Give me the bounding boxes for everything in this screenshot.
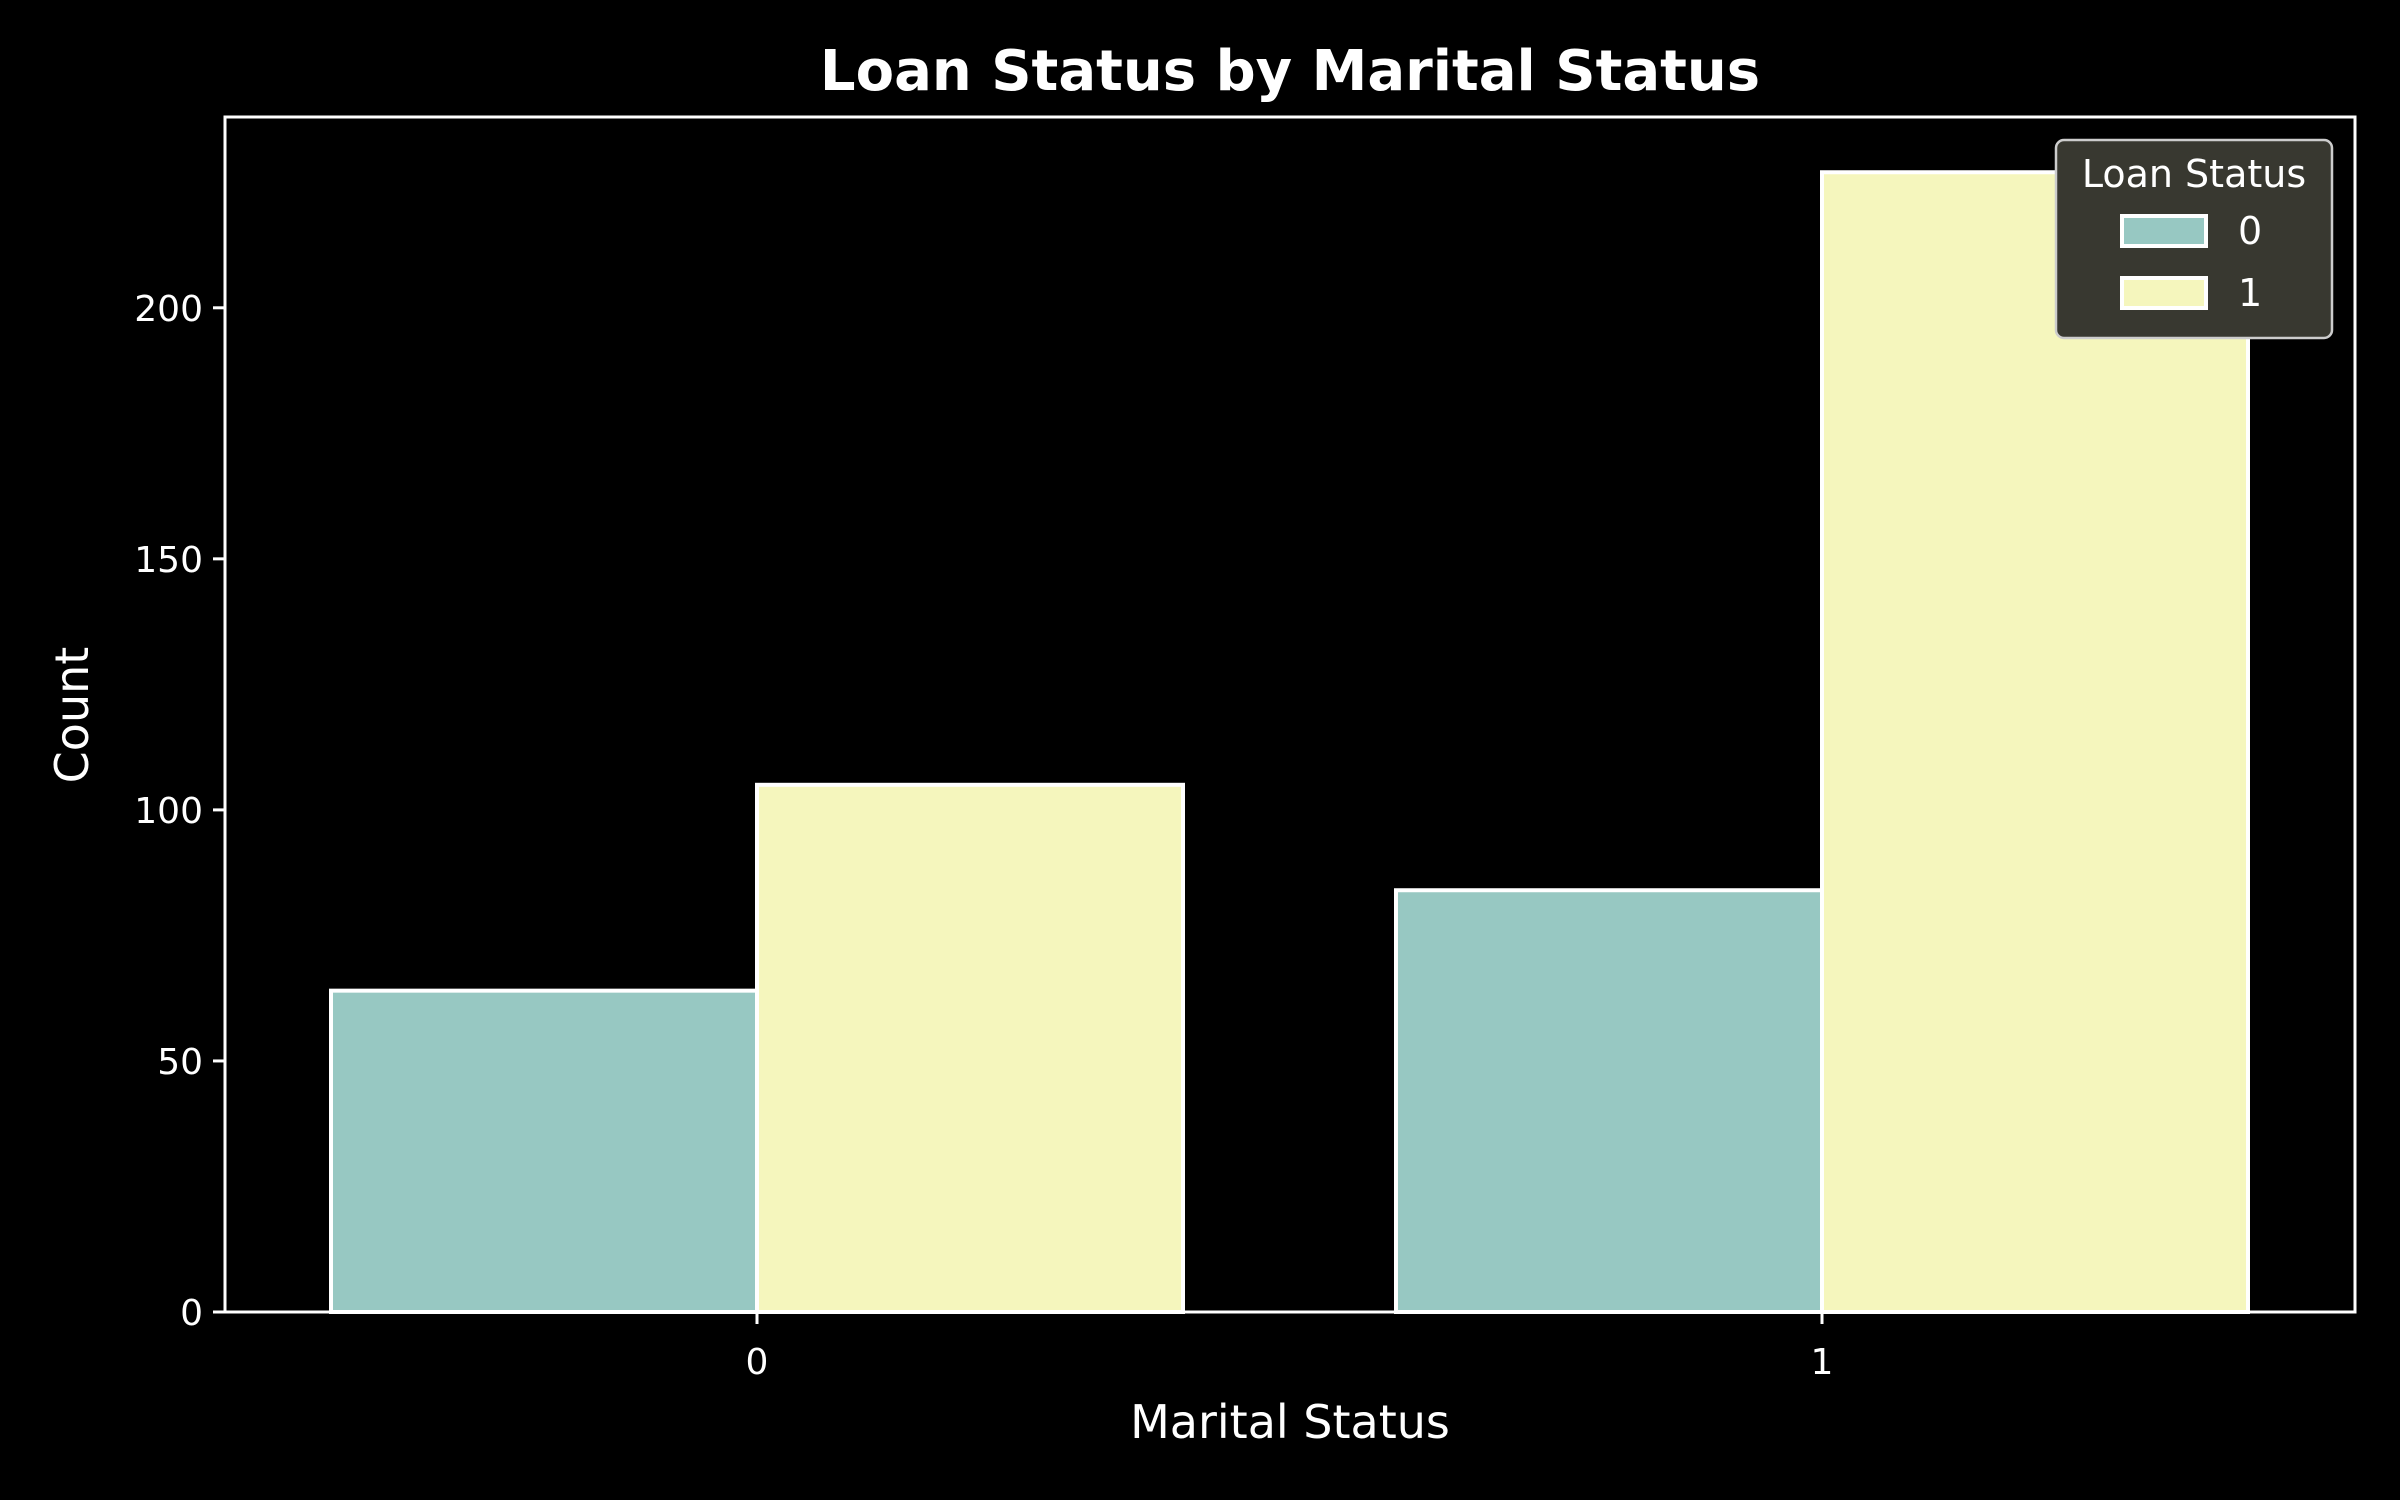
- y-tick-label: 100: [134, 791, 203, 832]
- y-axis-ticks: 0 50 100 150 200: [134, 289, 225, 1334]
- y-axis-label: Count: [45, 647, 99, 784]
- bar-1-series-1: [1820, 170, 2250, 1315]
- legend-title: Loan Status: [2082, 152, 2306, 196]
- y-tick-label: 150: [134, 540, 203, 581]
- chart-title: Loan Status by Marital Status: [820, 39, 1760, 104]
- x-tick-label: 0: [746, 1342, 769, 1383]
- legend: Loan Status 01: [2054, 138, 2334, 340]
- y-tick-label: 0: [180, 1293, 203, 1334]
- legend-label-0: 0: [2238, 209, 2262, 253]
- x-axis-label: Marital Status: [1130, 1395, 1450, 1449]
- legend-items: 01: [2120, 209, 2262, 315]
- bar-0-series-0: [329, 988, 759, 1314]
- plot-frame: [223, 115, 2357, 1314]
- y-tick-label: 200: [134, 289, 203, 330]
- y-tick-label: 50: [157, 1042, 203, 1083]
- x-tick-label: 1: [1811, 1342, 1834, 1383]
- legend-label-1: 1: [2238, 271, 2262, 315]
- legend-swatch-0: [2120, 214, 2208, 248]
- bar-0-series-1: [755, 782, 1185, 1314]
- bar-1-series-0: [1394, 888, 1824, 1314]
- legend-swatch-1: [2120, 276, 2208, 310]
- bars-group: [329, 170, 2250, 1315]
